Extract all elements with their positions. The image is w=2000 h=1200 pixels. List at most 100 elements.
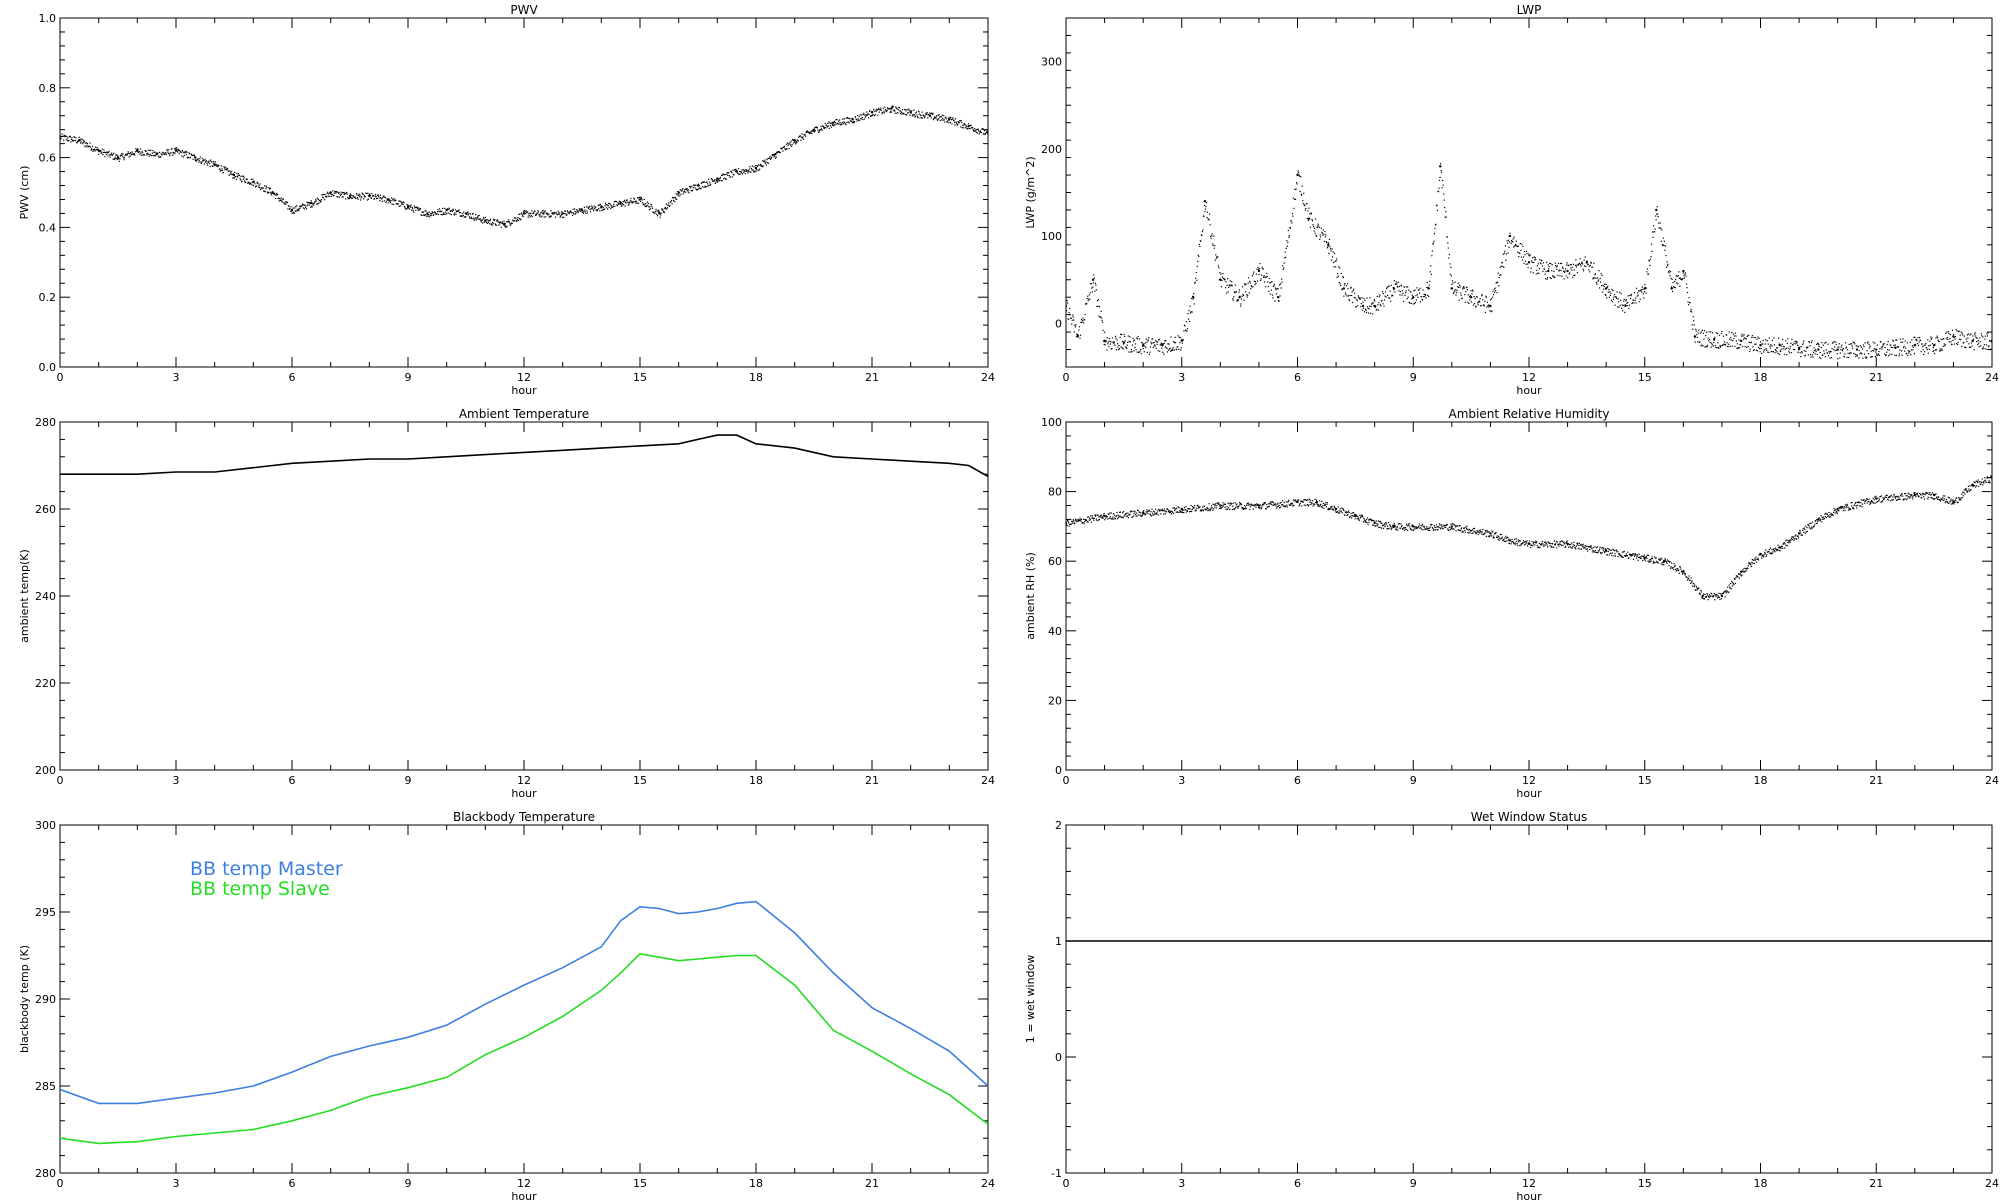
data-point [826, 126, 828, 128]
data-point [1430, 273, 1432, 275]
data-point [87, 146, 89, 148]
x-tick-label: 18 [749, 774, 763, 787]
data-point [1719, 345, 1721, 347]
data-point [1410, 528, 1412, 530]
data-point [168, 153, 170, 155]
data-point [599, 203, 601, 205]
data-point [1854, 353, 1856, 355]
data-point [565, 213, 567, 215]
data-series-0 [60, 434, 988, 478]
data-point [671, 203, 673, 205]
data-point [173, 153, 175, 155]
data-point [1256, 268, 1258, 271]
data-point [811, 132, 813, 135]
data-point [1784, 348, 1786, 350]
data-point [1935, 337, 1937, 339]
data-point [818, 131, 820, 133]
data-point [1796, 341, 1798, 343]
data-point [1788, 350, 1790, 352]
data-point [1074, 324, 1076, 326]
data-point [737, 172, 739, 174]
data-point [85, 146, 87, 148]
data-point [552, 212, 555, 214]
data-point [1443, 199, 1445, 201]
data-point [1502, 265, 1504, 268]
data-point [1133, 513, 1135, 515]
data-point [1484, 530, 1486, 532]
data-point [1311, 502, 1313, 504]
data-point [350, 194, 352, 196]
data-point [1420, 524, 1422, 527]
data-point [1115, 337, 1117, 339]
data-point [1370, 312, 1372, 314]
data-point [754, 166, 758, 170]
data-point [1512, 240, 1514, 243]
data-point [1209, 509, 1211, 511]
data-point [1857, 345, 1859, 347]
data-point [915, 112, 917, 114]
data-point [828, 127, 830, 130]
data-point [182, 151, 184, 153]
data-point [1438, 179, 1441, 181]
data-point [1258, 273, 1260, 276]
data-point [1407, 296, 1409, 298]
data-point [1861, 348, 1864, 350]
data-point [1349, 287, 1352, 289]
data-point [843, 121, 845, 123]
data-point [1090, 521, 1092, 523]
data-point [1178, 336, 1180, 338]
data-point [1168, 512, 1171, 514]
data-point [1850, 343, 1852, 345]
data-point [1190, 504, 1192, 507]
data-point [494, 223, 496, 225]
y-axis-label: PWV (cm) [18, 166, 31, 220]
data-point [1853, 341, 1855, 344]
data-point [430, 213, 432, 215]
data-point [358, 193, 360, 195]
data-point [1598, 270, 1600, 272]
data-point [1619, 291, 1621, 294]
data-point [1381, 522, 1383, 524]
data-point [1159, 350, 1161, 352]
data-point [1390, 528, 1392, 530]
data-point [1793, 349, 1796, 351]
data-point [717, 179, 720, 181]
data-point [756, 168, 758, 170]
data-point [1515, 243, 1517, 246]
data-point [1373, 524, 1375, 526]
data-point [1352, 289, 1354, 292]
data-point [1602, 284, 1604, 286]
y-tick-label: 300 [1041, 56, 1062, 69]
data-point [387, 198, 390, 201]
data-point [1130, 510, 1133, 512]
data-point [1283, 267, 1285, 269]
data-point [734, 169, 736, 171]
data-point [1253, 280, 1255, 282]
data-point [252, 180, 255, 184]
data-point [1410, 291, 1412, 293]
data-point [1880, 341, 1882, 343]
data-point [332, 190, 334, 192]
data-point [157, 155, 160, 157]
data-point [1519, 252, 1521, 255]
data-point [305, 205, 307, 207]
data-point [758, 164, 760, 166]
data-point [1646, 271, 1648, 273]
data-point [562, 216, 564, 218]
data-point [1856, 355, 1858, 357]
data-point [1179, 342, 1181, 344]
data-point [422, 214, 424, 217]
data-point [95, 146, 97, 148]
data-point [912, 115, 914, 117]
data-point [593, 205, 595, 207]
data-point [1852, 341, 1854, 343]
data-point [215, 165, 217, 167]
data-point [1630, 293, 1633, 296]
data-point [1179, 337, 1181, 339]
data-point [1168, 510, 1170, 512]
data-point [1872, 349, 1874, 352]
data-point [1583, 259, 1585, 261]
data-point [517, 217, 519, 219]
data-point [960, 126, 962, 128]
data-point [752, 171, 755, 173]
